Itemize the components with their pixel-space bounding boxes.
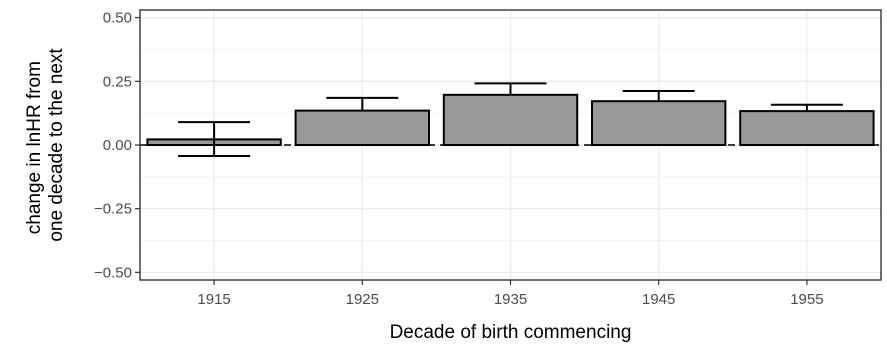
y-axis-ticks: −0.50 −0.25 0.00 0.25 0.50 bbox=[94, 10, 140, 281]
x-tick-label: 1945 bbox=[642, 291, 675, 308]
bar-1935 bbox=[442, 93, 579, 146]
error-bars bbox=[178, 82, 843, 157]
bar-1925 bbox=[294, 109, 430, 146]
y-axis-title: change in lnHR from one decade to the ne… bbox=[24, 48, 67, 242]
bar-1955 bbox=[739, 110, 875, 146]
y-axis-title-line-2: one decade to the next bbox=[46, 48, 67, 242]
x-tick-label: 1925 bbox=[346, 291, 379, 308]
bars bbox=[146, 93, 875, 147]
y-axis-title-line-1: change in lnHR from bbox=[24, 61, 45, 234]
x-tick-label: 1955 bbox=[790, 291, 823, 308]
y-tick-label: 0.25 bbox=[103, 73, 132, 90]
x-axis-ticks: 1915 1925 1935 1945 1955 bbox=[197, 280, 824, 308]
x-tick-label: 1935 bbox=[494, 291, 527, 308]
x-tick-label: 1915 bbox=[197, 291, 230, 308]
y-tick-label: 0.50 bbox=[103, 10, 132, 27]
y-tick-label: 0.00 bbox=[103, 137, 132, 154]
y-tick-label: −0.50 bbox=[94, 264, 132, 281]
bar-1945 bbox=[591, 100, 727, 147]
y-tick-label: −0.25 bbox=[94, 201, 132, 218]
x-axis-title: Decade of birth commencing bbox=[390, 322, 632, 343]
